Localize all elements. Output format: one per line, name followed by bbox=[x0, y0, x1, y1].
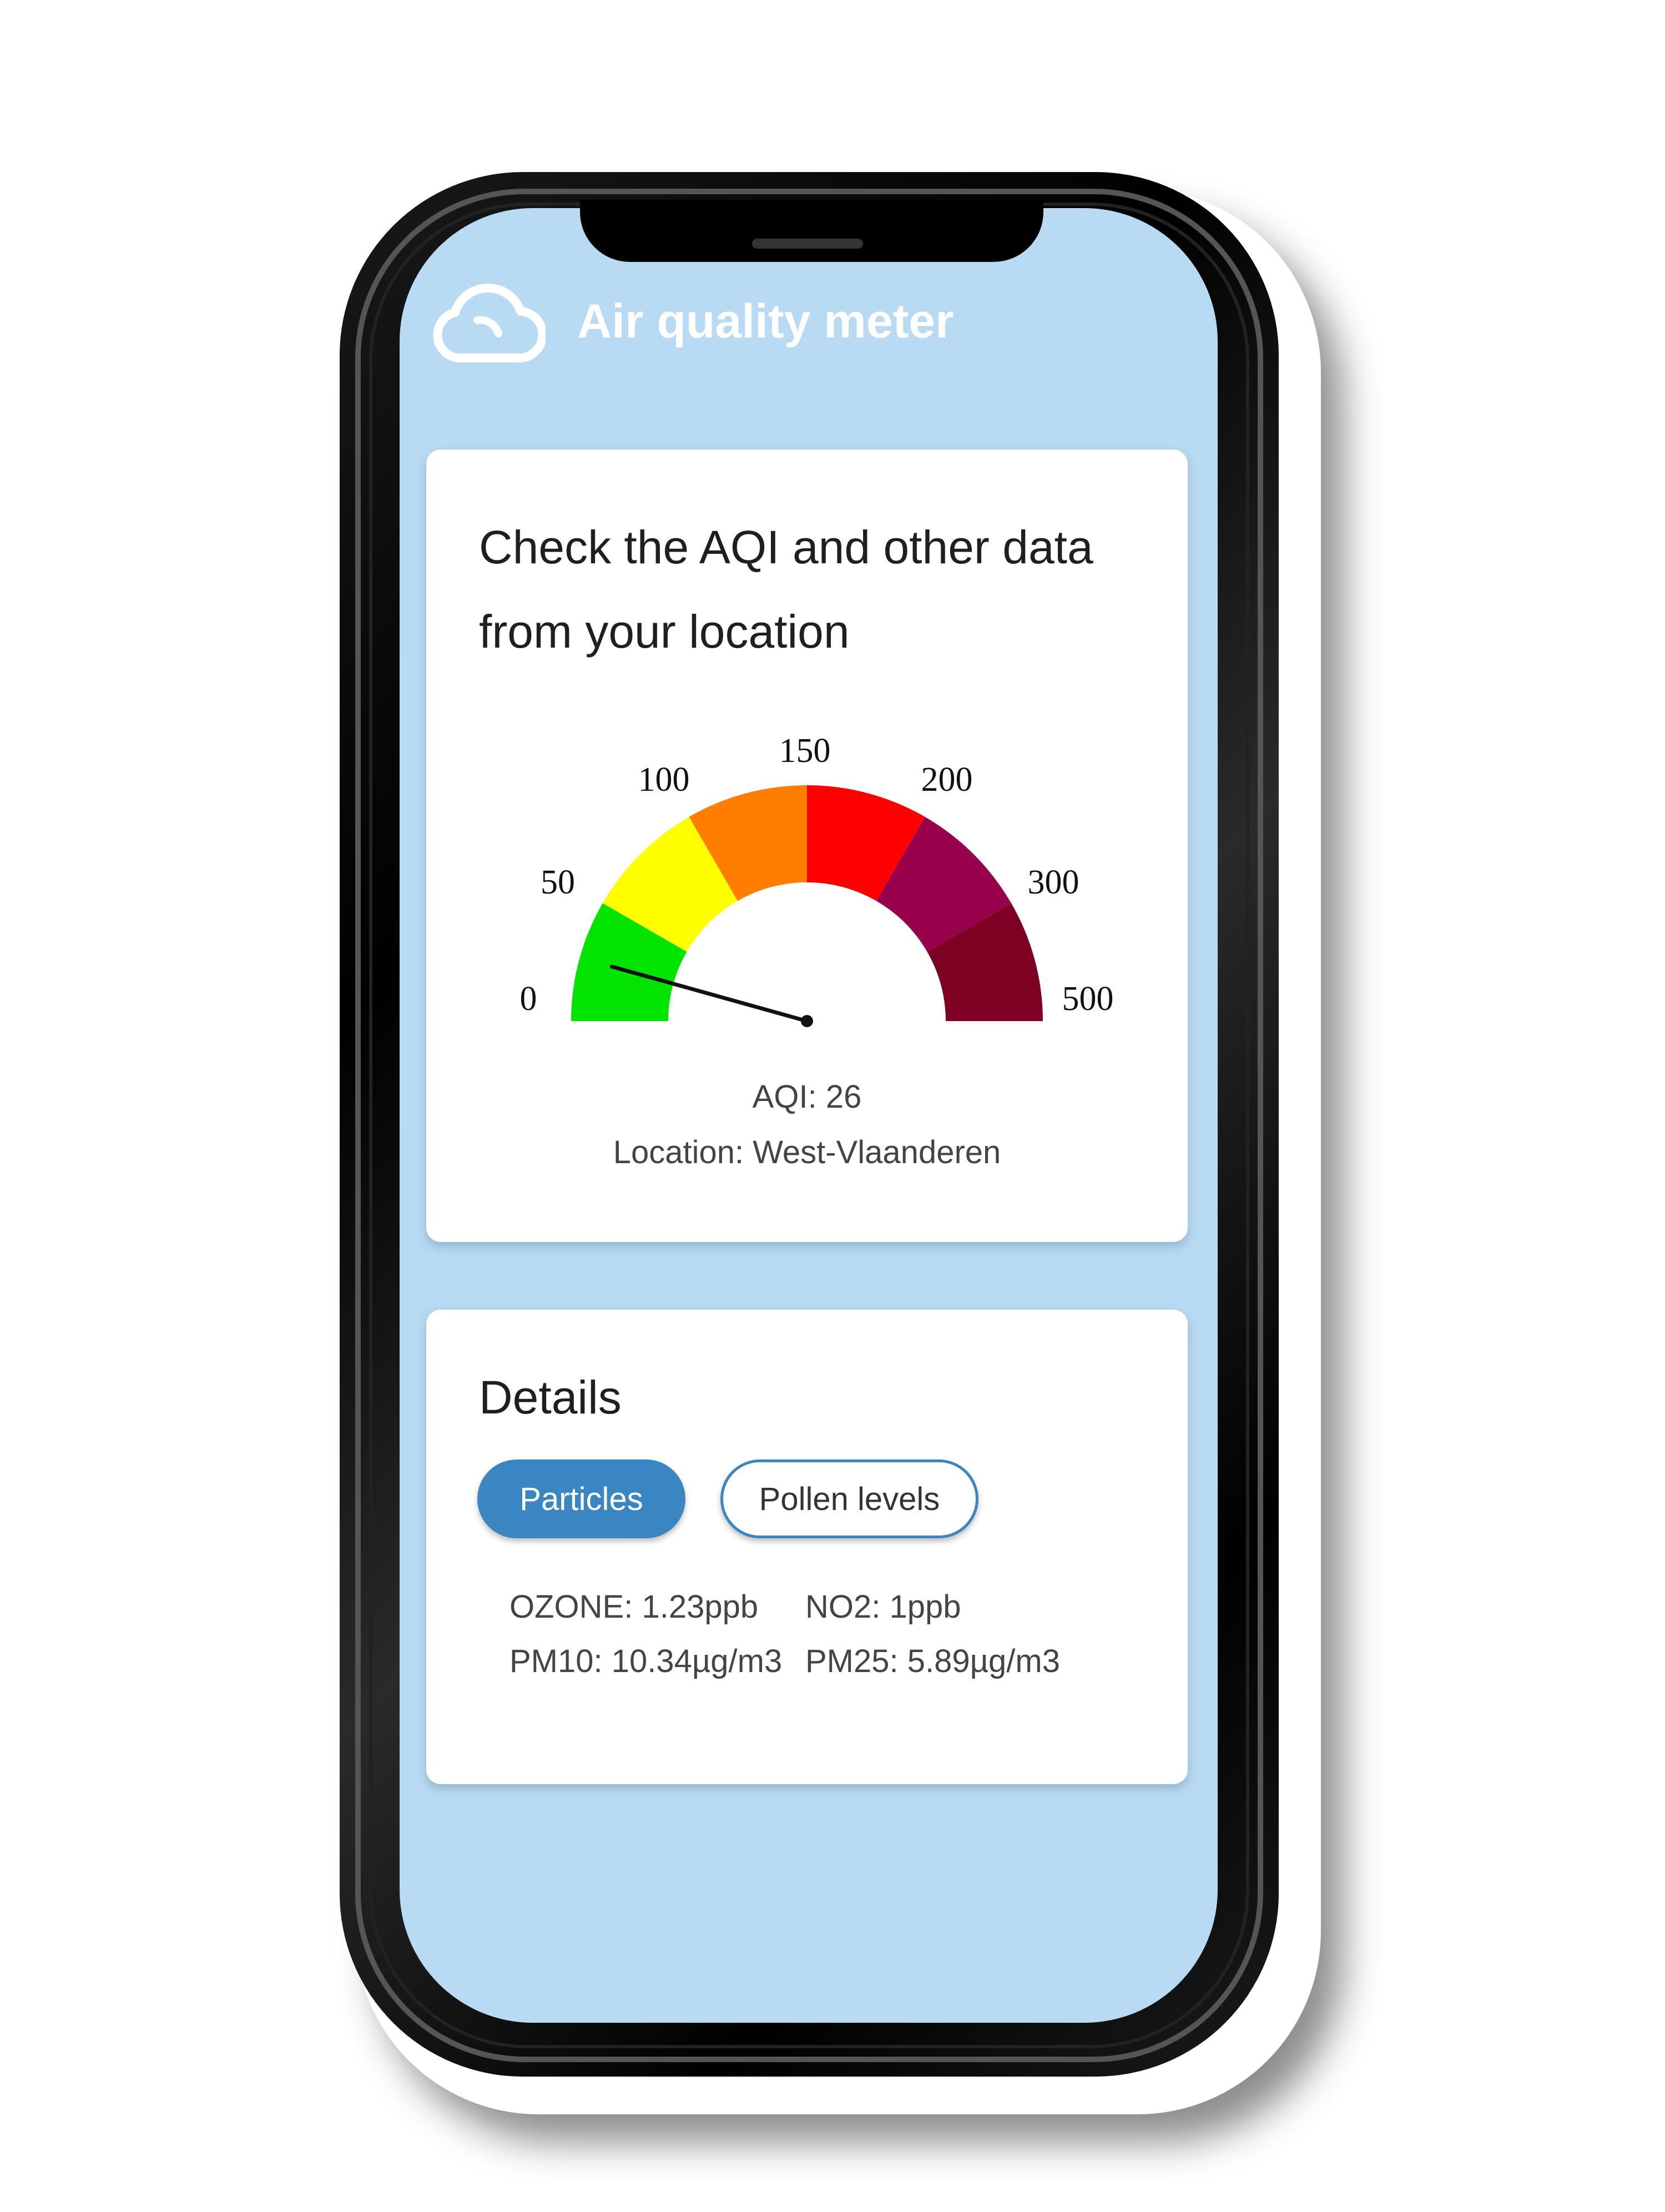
gauge-tick-label: 200 bbox=[921, 761, 973, 799]
phone-notch bbox=[580, 200, 1043, 262]
gauge-tick-label: 150 bbox=[779, 732, 831, 770]
metric-no2: NO2: 1ppb bbox=[805, 1589, 961, 1625]
gauge-tick-label: 0 bbox=[520, 980, 537, 1018]
metric-pm10: PM10: 10.34µg/m3 bbox=[509, 1643, 783, 1679]
gauge-needle bbox=[609, 964, 809, 1023]
gauge-tick-label: 50 bbox=[541, 863, 575, 901]
aqi-gauge: 0 50 100 150 200 300 500 bbox=[520, 732, 1114, 1027]
metric-ozone: OZONE: 1.23ppb bbox=[509, 1589, 759, 1625]
gauge-tick-label: 500 bbox=[1062, 980, 1114, 1018]
gauge-needle-hub bbox=[801, 1015, 813, 1027]
aqi-value: AQI: 26 bbox=[752, 1079, 862, 1115]
aqi-card-title: Check the AQI and other data from your l… bbox=[479, 521, 1093, 658]
gauge-tick-label: 300 bbox=[1028, 863, 1079, 901]
gauge-band bbox=[689, 785, 807, 901]
gauge-band bbox=[807, 785, 925, 901]
gauge-band bbox=[602, 816, 738, 952]
app-title: Air quality meter bbox=[577, 295, 954, 348]
aqi-card: Check the AQI and other data from your l… bbox=[426, 450, 1188, 1242]
tab-particles[interactable]: Particles bbox=[477, 1459, 685, 1538]
aqi-location: Location: West-Vlaanderen bbox=[613, 1134, 1001, 1170]
details-title: Details bbox=[479, 1371, 622, 1423]
gauge-band bbox=[876, 816, 1012, 952]
cloud-icon bbox=[433, 284, 546, 363]
tab-pollen-levels[interactable]: Pollen levels bbox=[720, 1459, 978, 1538]
gauge-band bbox=[571, 903, 687, 1021]
details-card: Details Particles Pollen levels OZONE: 1… bbox=[426, 1310, 1188, 1784]
gauge-band bbox=[927, 903, 1043, 1021]
metric-pm25: PM25: 5.89µg/m3 bbox=[805, 1643, 1060, 1679]
phone-rim bbox=[355, 189, 1263, 2062]
gauge-tick-label: 100 bbox=[638, 761, 690, 799]
phone-speaker bbox=[752, 239, 863, 249]
